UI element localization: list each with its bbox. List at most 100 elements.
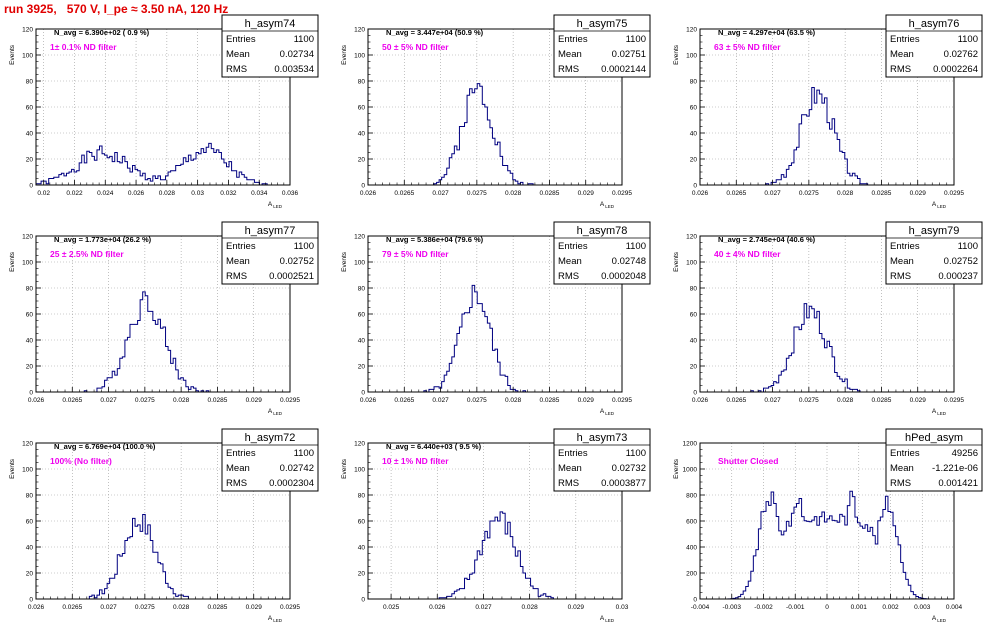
y-tick-label: 80 xyxy=(358,492,366,499)
x-tick-label: 0.028 xyxy=(837,190,854,197)
stats-box xyxy=(221,14,319,78)
page-title: run 3925, 570 V, I_pe ≈ 3.50 nA, 120 Hz xyxy=(4,2,229,16)
y-axis-title: Events xyxy=(9,251,16,272)
histogram-panel: -0.004 -0.003 -0.002 -0.001 0 0.001 0.002 0.003… xyxy=(673,428,983,622)
y-tick-label: 0 xyxy=(29,182,33,189)
navg-annotation: N_avg = 5.386e+04 (79.6 %) xyxy=(386,235,484,244)
y-tick-label: 20 xyxy=(690,156,698,163)
x-tick-label: 0.0275 xyxy=(799,397,819,404)
y-tick-label: 80 xyxy=(26,78,34,85)
stats-label: Mean xyxy=(890,256,914,267)
stats-box xyxy=(221,221,319,285)
y-tick-label: 20 xyxy=(26,363,34,370)
x-tick-label: 0.026 xyxy=(128,190,145,197)
y-tick-label: 0 xyxy=(693,182,697,189)
x-tick-label: 0.0285 xyxy=(207,397,227,404)
y-tick-label: 20 xyxy=(358,363,366,370)
stats-box xyxy=(553,14,651,78)
stats-value: 0.02742 xyxy=(280,463,314,474)
stats-label: RMS xyxy=(558,64,579,75)
y-tick-label: 120 xyxy=(22,26,33,33)
y-tick-label: 80 xyxy=(26,285,34,292)
stats-value: 0.0002264 xyxy=(933,64,978,75)
stats-box xyxy=(553,428,651,492)
y-tick-label: 80 xyxy=(26,492,34,499)
x-tick-label: 0.0295 xyxy=(612,190,632,197)
x-tick-label: 0.034 xyxy=(251,190,268,197)
x-tick-label: 0.001 xyxy=(851,604,868,611)
stats-value: 0.003534 xyxy=(274,64,314,75)
y-tick-label: 0 xyxy=(29,596,33,603)
histogram-line xyxy=(36,514,290,600)
navg-annotation: N_avg = 3.447e+04 (50.9 %) xyxy=(386,28,484,37)
stats-box xyxy=(885,221,983,285)
y-tick-label: 100 xyxy=(22,259,33,266)
y-tick-label: 600 xyxy=(686,518,697,525)
x-tick-label: 0.029 xyxy=(246,604,263,611)
stats-label: Entries xyxy=(226,448,256,459)
navg-annotation: N_avg = 6.440e+03 ( 9.5 %) xyxy=(386,442,482,451)
stats-label: Mean xyxy=(890,49,914,60)
histogram-line xyxy=(700,87,954,186)
y-tick-label: 0 xyxy=(29,389,33,396)
y-tick-label: 100 xyxy=(686,259,697,266)
stats-value: 0.02762 xyxy=(944,49,978,60)
stats-box xyxy=(553,221,651,285)
x-tick-label: 0.03 xyxy=(191,190,204,197)
x-tick-label: 0.027 xyxy=(432,190,449,197)
stats-value: 0.001421 xyxy=(938,478,978,489)
histogram-line xyxy=(368,83,622,186)
x-tick-label: -0.003 xyxy=(723,604,742,611)
x-tick-label: 0.027 xyxy=(100,397,117,404)
y-tick-label: 60 xyxy=(26,104,34,111)
x-tick-label: 0.026 xyxy=(28,397,45,404)
y-tick-label: 20 xyxy=(690,363,698,370)
x-tick-label: 0.022 xyxy=(66,190,83,197)
stats-label: RMS xyxy=(890,64,911,75)
stats-value: 0.0002521 xyxy=(269,271,314,282)
x-tick-label: 0.029 xyxy=(578,190,595,197)
x-tick-label: 0.0275 xyxy=(135,397,155,404)
x-tick-label: 0.028 xyxy=(173,397,190,404)
y-tick-label: 60 xyxy=(358,104,366,111)
x-tick-label: 0.029 xyxy=(578,397,595,404)
x-tick-label: 0.02 xyxy=(37,190,50,197)
y-tick-label: 20 xyxy=(26,156,34,163)
histogram-line xyxy=(368,511,622,600)
y-tick-label: 120 xyxy=(686,26,697,33)
y-tick-label: 120 xyxy=(354,233,365,240)
x-tick-label: 0.028 xyxy=(505,190,522,197)
x-tick-label: 0.029 xyxy=(910,397,927,404)
y-tick-label: 40 xyxy=(26,130,34,137)
stats-label: Entries xyxy=(558,34,588,45)
x-tick-label: 0.032 xyxy=(220,190,237,197)
x-tick-label: 0.026 xyxy=(692,397,709,404)
y-tick-label: 40 xyxy=(690,130,698,137)
y-tick-label: 120 xyxy=(354,440,365,447)
y-tick-label: 80 xyxy=(690,285,698,292)
x-tick-label: 0.0275 xyxy=(799,190,819,197)
y-axis-title: Events xyxy=(9,458,16,479)
y-tick-label: 60 xyxy=(358,311,366,318)
y-tick-label: 40 xyxy=(358,544,366,551)
y-tick-label: 120 xyxy=(22,233,33,240)
stats-value: 0.0002144 xyxy=(601,64,646,75)
histogram-line xyxy=(36,142,290,186)
stats-label: Mean xyxy=(558,463,582,474)
x-tick-label: 0.0295 xyxy=(944,397,964,404)
x-tick-label: 0.0265 xyxy=(726,190,746,197)
x-tick-label: 0.026 xyxy=(692,190,709,197)
x-tick-label: 0.0285 xyxy=(207,604,227,611)
stats-box xyxy=(221,428,319,492)
x-tick-label: 0.029 xyxy=(246,397,263,404)
y-tick-label: 80 xyxy=(358,285,366,292)
histogram-name: h_asym76 xyxy=(909,18,960,30)
y-tick-label: 20 xyxy=(358,156,366,163)
y-tick-label: 100 xyxy=(22,52,33,59)
x-tick-label: 0.0295 xyxy=(280,604,300,611)
y-tick-label: 60 xyxy=(690,311,698,318)
histogram-line xyxy=(700,490,954,600)
x-tick-label: 0.0265 xyxy=(62,397,82,404)
x-tick-label: 0.002 xyxy=(882,604,899,611)
